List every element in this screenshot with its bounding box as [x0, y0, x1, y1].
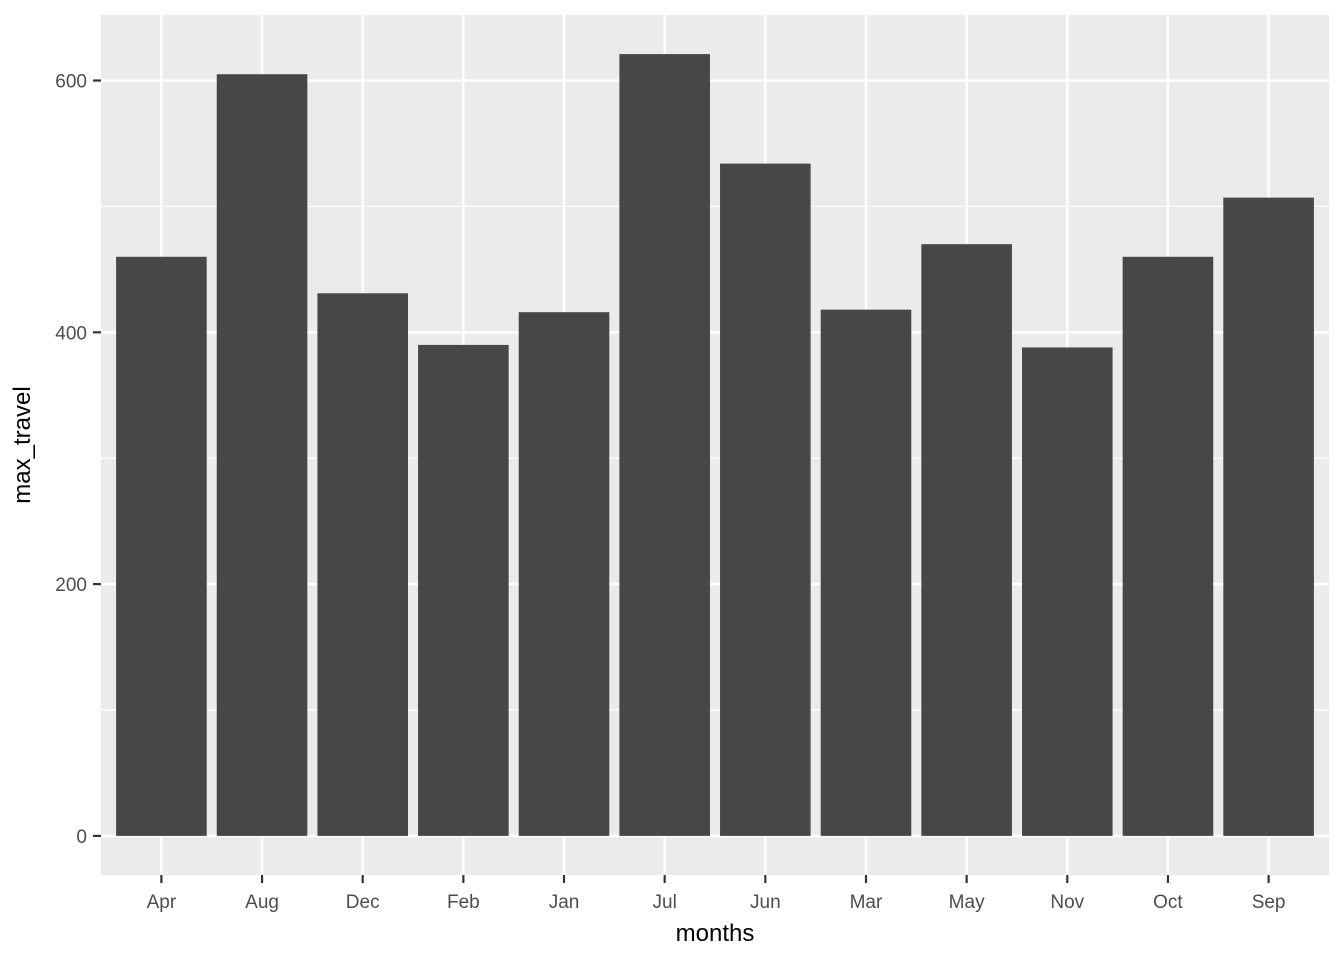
bar-may [921, 244, 1012, 836]
x-tick-label-jan: Jan [549, 892, 580, 913]
bar-aug [216, 74, 308, 836]
bar-series [116, 54, 1314, 836]
y-axis-title: max_travel [9, 386, 36, 503]
x-tick-label-nov: Nov [1050, 892, 1084, 913]
y-tick-label-0: 0 [76, 827, 87, 848]
y-tick-label-600: 600 [55, 72, 87, 93]
bar-sep [1223, 197, 1314, 836]
x-tick-label-jun: Jun [750, 892, 781, 913]
x-tick-label-feb: Feb [447, 892, 480, 913]
bar-apr [116, 256, 207, 836]
x-tick-label-dec: Dec [346, 892, 380, 913]
bar-mar [820, 309, 912, 836]
x-tick-label-may: May [949, 892, 985, 913]
bar-nov [1022, 347, 1113, 836]
x-tick-label-jul: Jul [653, 892, 677, 913]
x-tick-label-apr: Apr [147, 892, 177, 913]
axis-tick-marks [93, 79, 1270, 883]
bar-jun [720, 163, 811, 836]
x-tick-label-mar: Mar [850, 892, 883, 913]
bar-dec [317, 293, 408, 836]
bar-feb [418, 344, 509, 836]
x-tick-label-sep: Sep [1252, 892, 1286, 913]
y-tick-label-400: 400 [55, 323, 87, 344]
y-tick-label-200: 200 [55, 575, 87, 596]
x-tick-label-oct: Oct [1153, 892, 1183, 913]
x-axis-title: months [676, 920, 755, 947]
x-tick-label-aug: Aug [245, 892, 279, 913]
bar-jan [518, 312, 610, 836]
bar-oct [1122, 256, 1214, 836]
axis-tick-labels: 0 200 400 600 Apr Aug Dec Feb Jan Jul Jun Mar May Nov… [55, 72, 1285, 913]
bar-jul [619, 54, 710, 836]
